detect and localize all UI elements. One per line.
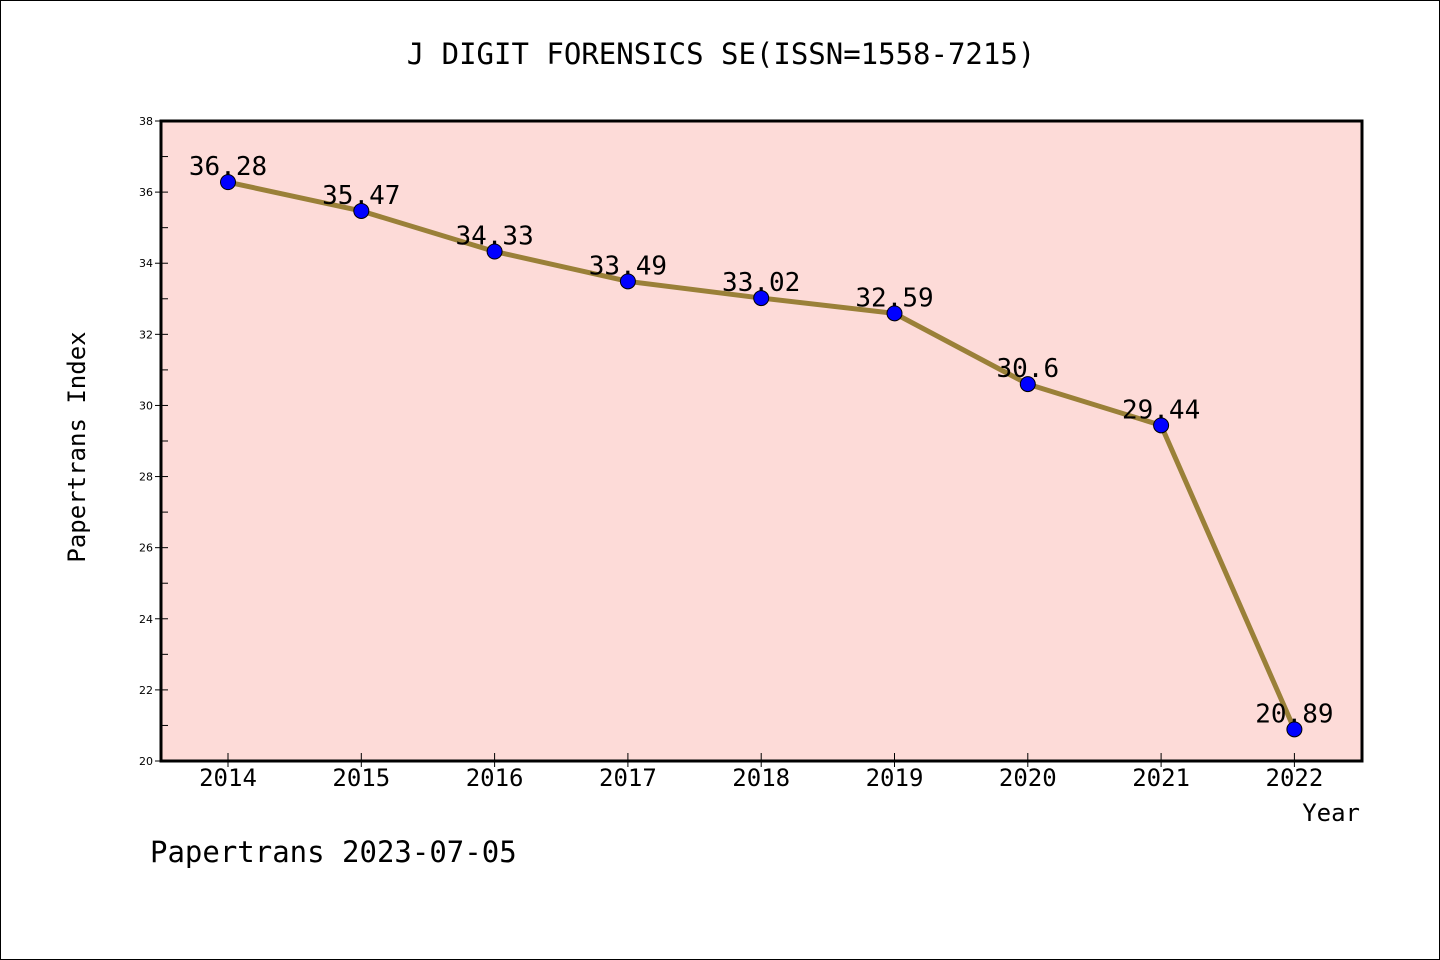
x-tick-label: 2021: [1132, 764, 1190, 792]
y-tick-label: 34: [139, 257, 153, 270]
data-point: [220, 174, 236, 191]
y-tick-label: 20: [139, 755, 153, 768]
x-tick-label: 2014: [199, 764, 257, 792]
data-label: 30.6: [996, 354, 1059, 384]
data-point: [1019, 376, 1036, 393]
data-point: [753, 290, 770, 307]
data-point: [886, 305, 903, 322]
data-point: [1153, 417, 1170, 434]
data-label: 33.49: [589, 251, 667, 281]
data-label: 33.02: [722, 268, 800, 298]
y-tick-label: 38: [139, 115, 153, 128]
data-label: 35.47: [322, 181, 400, 211]
footer-text: Papertrans 2023-07-05: [150, 835, 517, 869]
data-label: 36.28: [189, 152, 267, 182]
x-tick-label: 2017: [599, 764, 657, 792]
y-tick-label: 30: [139, 399, 153, 412]
y-tick-label: 26: [139, 542, 153, 555]
x-tick-label: 2018: [732, 764, 790, 792]
x-axis: 2014 2015 2016 2017 2018 2019 2020 2021 2022: [199, 753, 1323, 792]
x-tick-label: 2022: [1266, 764, 1324, 792]
x-tick-label: 2019: [866, 764, 924, 792]
y-tick-label: 32: [139, 328, 153, 341]
x-tick-label: 2020: [999, 764, 1057, 792]
data-label: 32.59: [855, 283, 933, 313]
data-point: [1286, 721, 1303, 738]
data-point: [486, 243, 503, 260]
plot-area: [159, 119, 1364, 763]
y-tick-label: 24: [139, 613, 153, 626]
chart-title: J DIGIT FORENSICS SE(ISSN=1558-7215): [406, 37, 1036, 71]
y-tick-label: 36: [139, 186, 153, 199]
y-tick-label: 28: [139, 471, 153, 484]
data-labels: 36.28 35.47 34.33 33.49 33.02 32.59 30.6 29.44 2…: [189, 152, 1334, 729]
data-label: 29.44: [1122, 395, 1200, 425]
data-point: [619, 273, 636, 290]
y-axis: 20 22 24 26 28 30 32 34 36 38: [139, 115, 168, 768]
data-label: 20.89: [1255, 699, 1333, 729]
y-axis-label: Papertrans Index: [63, 331, 91, 562]
x-tick-label: 2016: [466, 764, 524, 792]
data-label: 34.33: [455, 221, 533, 251]
data-markers: [220, 174, 1303, 738]
x-tick-label: 2015: [332, 764, 390, 792]
y-tick-label: 22: [139, 684, 153, 697]
x-axis-label: Year: [1302, 799, 1360, 827]
data-point: [353, 202, 370, 219]
